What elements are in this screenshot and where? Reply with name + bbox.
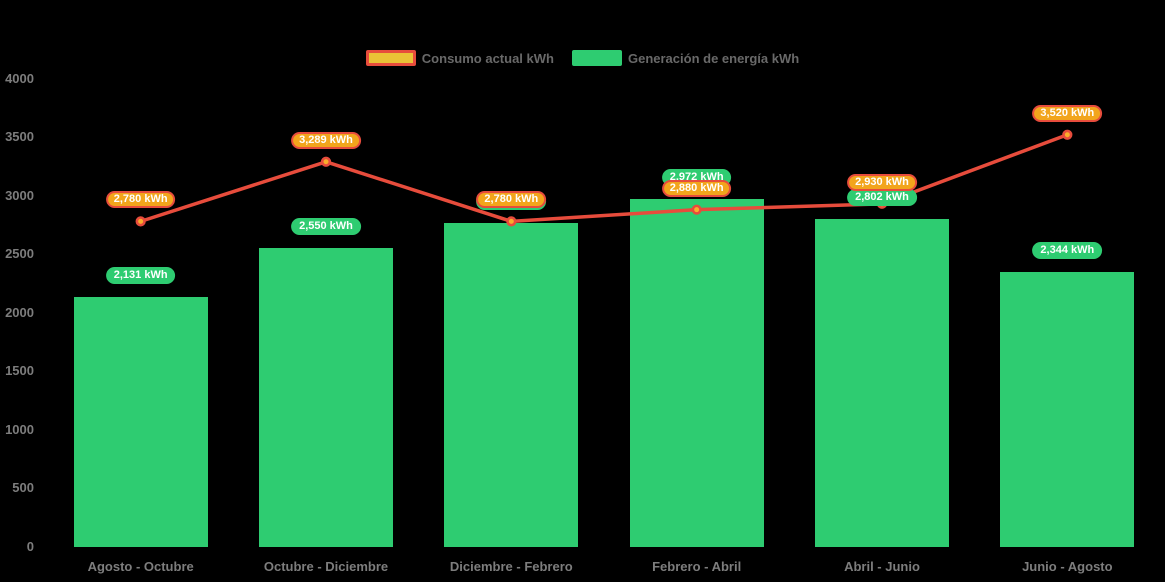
y-axis-label-1500: 1500 [5, 363, 34, 379]
x-axis-label: Octubre - Diciembre [263, 559, 389, 574]
legend-item-consumo-actual[interactable]: Consumo actual kWh [365, 50, 554, 66]
consumption-value-label: 2,780 kWh [105, 191, 176, 209]
generation-value-label: 2,344 kWh [1032, 242, 1103, 260]
generation-bar[interactable] [629, 198, 764, 547]
legend-item-generacion-energia[interactable]: Generación de energía kWh [571, 50, 800, 66]
y-axis-label-500: 500 [12, 480, 34, 496]
y-axis-label-0: 0 [26, 539, 34, 554]
y-axis-label-3500: 3500 [5, 129, 34, 145]
y-axis-label-3000: 3000 [5, 187, 34, 203]
consumption-value-label: 3,289 kWh [291, 131, 361, 149]
x-axis-label: Agosto - Octubre [87, 559, 194, 574]
legend: Consumo actual kWh Generación de energía… [0, 50, 1165, 66]
y-axis-label-4000: 4000 [5, 70, 34, 86]
consumption-value-label: 2,930 kWh [847, 173, 917, 191]
legend-label-generacion: Generación de energía kWh [627, 50, 800, 66]
consumption-point[interactable] [135, 216, 146, 227]
y-axis-label-2500: 2500 [5, 246, 34, 262]
consumption-line [140, 133, 1068, 224]
generation-value-label: 2,802 kWh [847, 188, 917, 206]
generation-bar[interactable] [73, 297, 208, 547]
legend-label-consumo: Consumo actual kWh [421, 50, 554, 66]
x-axis-label: Febrero - Abril [652, 559, 742, 574]
consumption-point[interactable] [320, 156, 332, 167]
y-axis-label-2000: 2000 [5, 304, 34, 320]
generation-value-label: 2,550 kWh [291, 218, 361, 236]
x-axis-label: Abril - Junio [844, 559, 920, 574]
y-axis-label-1000: 1000 [5, 421, 34, 437]
legend-swatch-generacion-icon [571, 50, 622, 66]
consumption-value-label: 3,520 kWh [1032, 104, 1103, 122]
generation-bar[interactable] [1000, 272, 1135, 547]
legend-swatch-consumo-icon [365, 50, 416, 66]
generation-value-label: 2,131 kWh [105, 267, 176, 285]
consumption-value-label: 2,880 kWh [661, 179, 732, 197]
consumption-point[interactable] [1062, 129, 1073, 140]
generation-bar[interactable] [259, 248, 393, 547]
consumption-value-label: 2,780 kWh [476, 191, 547, 209]
generation-bar[interactable] [815, 218, 949, 547]
generation-bar[interactable] [444, 222, 579, 547]
x-axis-label: Diciembre - Febrero [449, 559, 573, 574]
x-axis-label: Junio - Agosto [1022, 559, 1113, 574]
